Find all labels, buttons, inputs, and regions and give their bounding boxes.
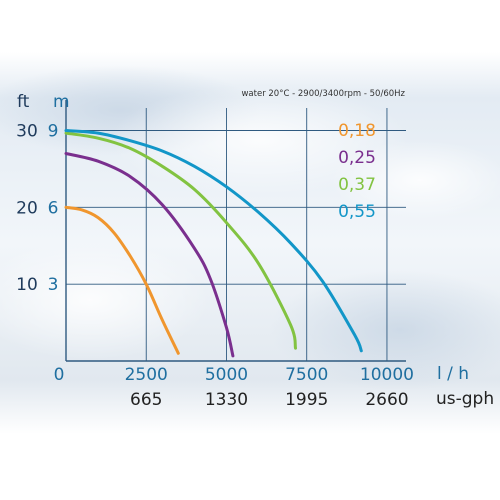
series-line-2 [64,152,235,358]
legend: 0,18 0,25 0,37 0,55 [338,121,376,222]
legend-label-4: 0,55 [338,202,376,222]
x2-tick-label: 1995 [285,390,328,410]
y-m-tick-label: 6 [48,198,59,218]
x2-tick-label: 1330 [205,390,248,410]
grid-lines [66,108,406,361]
y-ft-tick-label: 30 [16,121,38,141]
y-left-unit: ft [17,92,30,112]
x2-tick-label: 2660 [365,390,408,410]
series-line-1 [64,205,180,355]
legend-label-2: 0,25 [338,148,376,168]
series-line-3 [64,131,297,350]
y-ft-tick-label: 10 [16,275,38,295]
y-m-tick-label: 9 [48,121,59,141]
legend-label-3: 0,37 [338,175,376,195]
x-tick-label: 5000 [205,365,248,385]
x-tick-label: 7500 [285,365,328,385]
chart-header: water 20°C - 2900/3400rpm - 50/60Hz [241,89,405,99]
axes [65,100,406,362]
x-tick-label: 2500 [125,365,168,385]
y-m-tick-label: 3 [48,275,59,295]
legend-label-1: 0,18 [338,121,376,141]
y-right-unit: m [53,92,70,112]
x2-unit: us-gph [436,389,494,409]
x-tick-label: 10000 [360,365,414,385]
series-line-4 [64,129,363,353]
y-ft-tick-label: 20 [16,198,38,218]
x-unit: l / h [437,364,469,384]
x-tick-label: 0 [54,365,65,385]
series-layer [64,129,363,358]
x2-tick-label: 665 [130,390,162,410]
